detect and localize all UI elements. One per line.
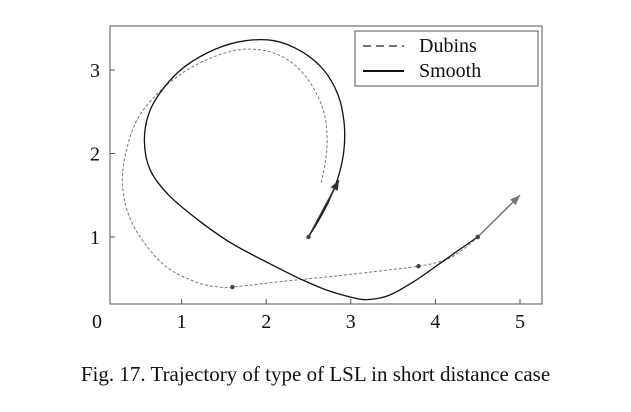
legend: Dubins Smooth <box>354 30 539 87</box>
legend-label-dubins: Dubins <box>419 35 477 57</box>
waypoint-marker-smooth <box>306 234 311 240</box>
axis-ticks: 0 1 2 3 4 5 1 2 3 <box>90 60 525 333</box>
arrow-head-dubins <box>510 195 520 206</box>
x-tick-label: 3 <box>346 311 356 333</box>
y-tick-label: 3 <box>90 60 100 82</box>
heading-arrow-smooth <box>307 179 340 238</box>
arrow-head-smooth <box>330 180 339 191</box>
x-tick-label: 4 <box>430 311 440 333</box>
y-tick-label: 2 <box>90 144 100 166</box>
x-tick-label: 5 <box>515 311 525 333</box>
series-layer <box>121 38 521 301</box>
x-tick-label: 2 <box>261 311 271 333</box>
legend-label-smooth: Smooth <box>419 60 481 82</box>
waypoint-marker-dubins <box>230 284 235 290</box>
legend-box <box>354 30 539 87</box>
x-tick-label: 0 <box>92 311 102 333</box>
series-line-smooth <box>143 38 479 301</box>
y-tick-label: 1 <box>90 227 100 249</box>
x-tick-label: 1 <box>177 311 187 333</box>
figure-caption: Fig. 17. Trajectory of type of LSL in sh… <box>80 362 551 386</box>
series-line-dubins <box>121 48 479 289</box>
waypoint-marker-dubins <box>416 264 421 269</box>
waypoint-marker-smooth <box>475 234 480 240</box>
